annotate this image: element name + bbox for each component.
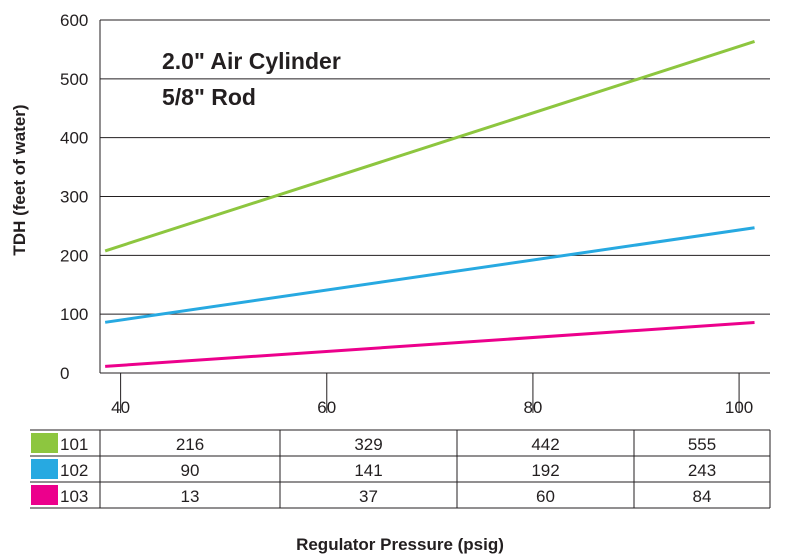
table-cell: 216 (176, 435, 204, 454)
table-cell: 37 (359, 487, 378, 506)
table-cell: 555 (688, 435, 716, 454)
chart-title-line-2: 5/8" Rod (162, 84, 256, 110)
x-tick-label: 40 (111, 398, 130, 417)
y-tick-label: 300 (60, 188, 88, 207)
chart-title-line-1: 2.0" Air Cylinder (162, 48, 341, 74)
x-tick-label: 100 (725, 398, 753, 417)
y-tick-label: 400 (60, 129, 88, 148)
x-tick-labels: 40 60 80 100 (111, 398, 753, 417)
y-tick-label: 0 (60, 364, 69, 383)
series-swatch-101 (31, 433, 58, 453)
table-cell: 13 (181, 487, 200, 506)
y-tick-label: 100 (60, 305, 88, 324)
x-tick-label: 80 (523, 398, 542, 417)
y-tick-label: 600 (60, 11, 88, 30)
y-tick-labels: 0 100 200 300 400 500 600 (60, 11, 88, 383)
data-table: 101 216 329 442 555 102 90 141 192 243 103 13 37 60 84 (30, 429, 771, 509)
x-tick-label: 60 (317, 398, 336, 417)
series-line-103 (105, 321, 755, 368)
series-label: 102 (60, 461, 88, 480)
table-cell: 90 (181, 461, 200, 480)
y-tick-label: 500 (60, 70, 88, 89)
series-line-101 (104, 40, 755, 253)
series-label: 103 (60, 487, 88, 506)
series-swatch-103 (31, 485, 58, 505)
y-tick-label: 200 (60, 246, 88, 265)
series-label: 101 (60, 435, 88, 454)
table-cell: 442 (531, 435, 559, 454)
series-swatch-102 (31, 459, 58, 479)
table-cell: 84 (693, 487, 712, 506)
table-cell: 192 (531, 461, 559, 480)
x-axis-title: Regulator Pressure (psig) (296, 535, 504, 554)
y-axis-title: TDH (feet of water) (10, 104, 29, 255)
series-lines (104, 40, 755, 368)
table-cell: 141 (354, 461, 382, 480)
grid-layer (99, 19, 770, 413)
table-cell: 329 (354, 435, 382, 454)
table-cell: 243 (688, 461, 716, 480)
series-line-102 (104, 226, 755, 324)
table-cell: 60 (536, 487, 555, 506)
